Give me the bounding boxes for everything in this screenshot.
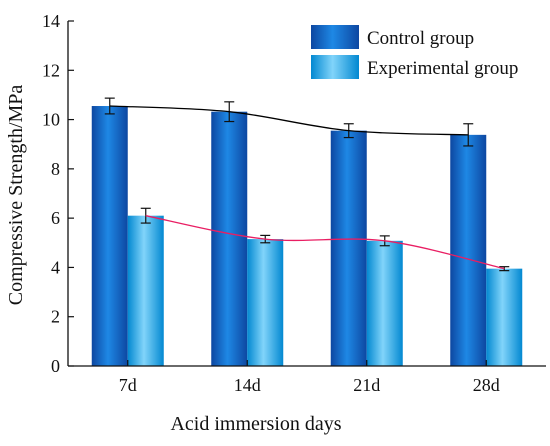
bar-control-21d bbox=[330, 130, 367, 366]
legend-label-experimental: Experimental group bbox=[367, 58, 518, 79]
bar-control-28d bbox=[450, 134, 487, 366]
y-tick-label-6: 6 bbox=[51, 208, 60, 228]
y-axis-title: Compressive Strength/MPa bbox=[5, 85, 27, 306]
y-tick-label-0: 0 bbox=[51, 356, 60, 376]
bar-experimental-7d bbox=[127, 215, 164, 366]
y-tick-label-4: 4 bbox=[51, 257, 60, 277]
legend-label-control: Control group bbox=[367, 28, 474, 49]
legend-swatch-control bbox=[311, 25, 359, 49]
y-tick-label-8: 8 bbox=[51, 159, 60, 179]
bar-experimental-21d bbox=[366, 240, 403, 366]
trend-line-experimental bbox=[145, 215, 505, 270]
y-tick-label-2: 2 bbox=[51, 307, 60, 327]
trend-line-control bbox=[109, 105, 469, 136]
bar-experimental-14d bbox=[247, 239, 284, 366]
y-tick-label-12: 12 bbox=[42, 60, 60, 80]
plot-area: 0 2 4 6 8 10 12 14 7d 14d 21d 28d bbox=[42, 11, 546, 395]
x-tick-label-14d: 14d bbox=[234, 375, 261, 395]
bar-experimental-28d bbox=[486, 268, 523, 366]
x-axis-title: Acid immersion days bbox=[170, 413, 341, 435]
x-tick-label-7d: 7d bbox=[119, 375, 137, 395]
legend: Control group Experimental group bbox=[311, 25, 518, 79]
bar-control-14d bbox=[211, 111, 248, 366]
legend-swatch-experimental bbox=[311, 55, 359, 79]
x-tick-label-28d: 28d bbox=[473, 375, 500, 395]
x-tick-label-21d: 21d bbox=[353, 375, 380, 395]
y-tick-label-14: 14 bbox=[42, 11, 60, 31]
y-tick-label-10: 10 bbox=[42, 110, 60, 130]
bar-control-7d bbox=[91, 106, 128, 367]
